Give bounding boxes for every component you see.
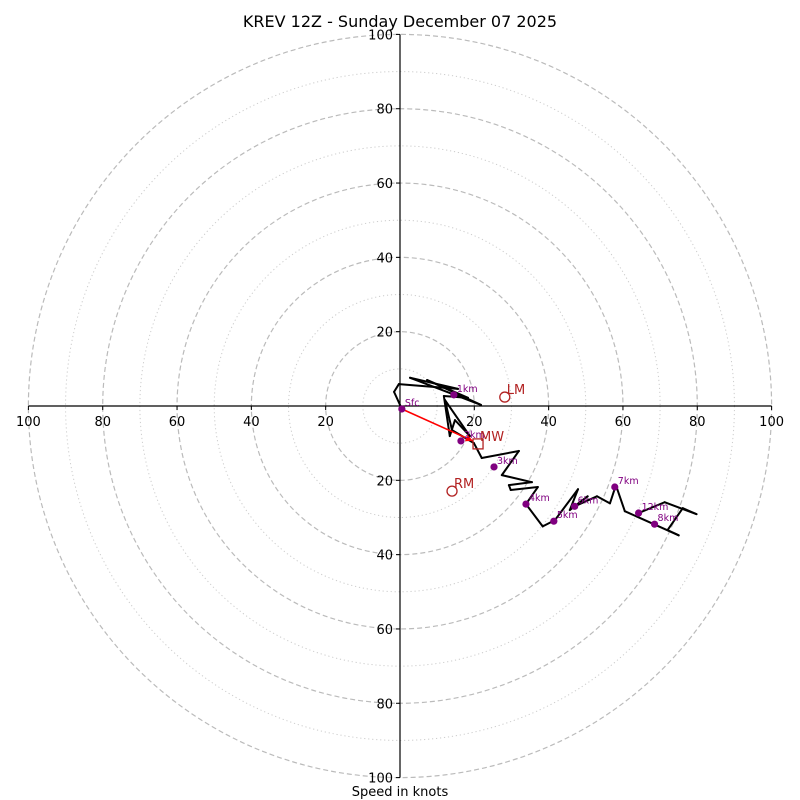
storm-motion-lm-marker bbox=[499, 391, 511, 403]
height-marker-dot bbox=[611, 483, 619, 491]
height-marker-label: 6km bbox=[578, 495, 599, 506]
wind-profile-group bbox=[393, 376, 698, 537]
height-marker-dot bbox=[450, 391, 458, 399]
profile-segment bbox=[472, 442, 483, 460]
x-tick-label: 100 bbox=[759, 415, 784, 430]
profile-segment bbox=[524, 503, 544, 528]
profile-segment bbox=[393, 383, 400, 393]
height-marker-dot bbox=[522, 500, 530, 508]
y-tick-label: 20 bbox=[376, 326, 393, 341]
profile-segment bbox=[637, 501, 666, 515]
height-marker-label: 3km bbox=[497, 456, 518, 467]
height-marker-label: Sfc bbox=[405, 398, 420, 409]
y-tick-label: 100 bbox=[368, 28, 393, 43]
y-tick-label: 100 bbox=[368, 772, 393, 787]
storm-motion-rm-marker bbox=[446, 485, 458, 497]
y-tick-label: 80 bbox=[376, 103, 393, 118]
mean-wind-vector-group bbox=[401, 408, 474, 442]
profile-segment bbox=[507, 481, 533, 487]
storm-motion-markers: LM RM MW bbox=[446, 383, 525, 497]
storm-motion-mw-label: MW bbox=[480, 430, 504, 445]
height-marker-label: 4km bbox=[529, 493, 550, 504]
x-tick-label: 80 bbox=[94, 415, 111, 430]
storm-motion-rm-label: RM bbox=[454, 477, 474, 492]
y-tick-label: 40 bbox=[376, 251, 393, 266]
height-marker-label: 1km bbox=[457, 384, 478, 395]
height-marker-dot bbox=[571, 502, 579, 510]
storm-motion-mw-marker bbox=[472, 438, 484, 450]
y-tick-label: 40 bbox=[376, 549, 393, 564]
height-marker-label: 5km bbox=[557, 510, 578, 521]
profile-segment bbox=[663, 501, 698, 516]
profile-segment bbox=[573, 495, 598, 508]
x-tick-label: 80 bbox=[689, 415, 706, 430]
y-tick-label: 20 bbox=[376, 474, 393, 489]
height-marker-label: 12km bbox=[642, 502, 669, 513]
height-marker-label: 8km bbox=[658, 513, 679, 524]
x-tick-label: 60 bbox=[169, 415, 186, 430]
tick-labels: 100 80 60 40 20 20 40 60 80 100 100 80 60 40 20 20 40 60 8… bbox=[16, 28, 784, 786]
mean-wind-arrowhead bbox=[465, 434, 473, 442]
height-marker-label: 7km bbox=[618, 476, 639, 487]
x-tick-label: 60 bbox=[615, 415, 632, 430]
y-tick-label: 60 bbox=[376, 177, 393, 192]
mean-wind-arrow-shaft bbox=[401, 408, 474, 442]
profile-segment bbox=[666, 507, 684, 532]
height-marker-dot bbox=[634, 509, 643, 517]
profile-segment bbox=[595, 495, 611, 505]
chart-title: KREV 12Z - Sunday December 07 2025 bbox=[243, 12, 557, 31]
x-tick-label: 20 bbox=[466, 415, 483, 430]
profile-segment bbox=[509, 486, 539, 491]
height-marker-dot bbox=[457, 437, 465, 445]
x-tick-label: 40 bbox=[540, 415, 557, 430]
storm-motion-lm-label: LM bbox=[507, 383, 525, 398]
y-tick-label: 80 bbox=[376, 697, 393, 712]
profile-segment bbox=[426, 378, 470, 399]
profile-segment bbox=[443, 399, 471, 438]
profile-segment bbox=[480, 449, 520, 460]
profile-segment bbox=[500, 449, 520, 477]
profile-segment bbox=[553, 488, 579, 522]
x-axis-label: Speed in knots bbox=[352, 785, 449, 800]
height-marker-label: 2km bbox=[464, 430, 485, 441]
height-marker-dot bbox=[490, 463, 498, 471]
height-marker-dot bbox=[650, 520, 659, 528]
x-tick-label: 100 bbox=[16, 415, 41, 430]
y-tick-label: 60 bbox=[376, 623, 393, 638]
height-marker-dot bbox=[550, 517, 558, 525]
profile-segment bbox=[443, 399, 454, 432]
profile-segment bbox=[666, 529, 680, 537]
profile-segment bbox=[500, 474, 533, 484]
height-marker-dot bbox=[398, 405, 406, 413]
x-tick-label: 40 bbox=[243, 415, 260, 430]
x-tick-label: 20 bbox=[317, 415, 334, 430]
